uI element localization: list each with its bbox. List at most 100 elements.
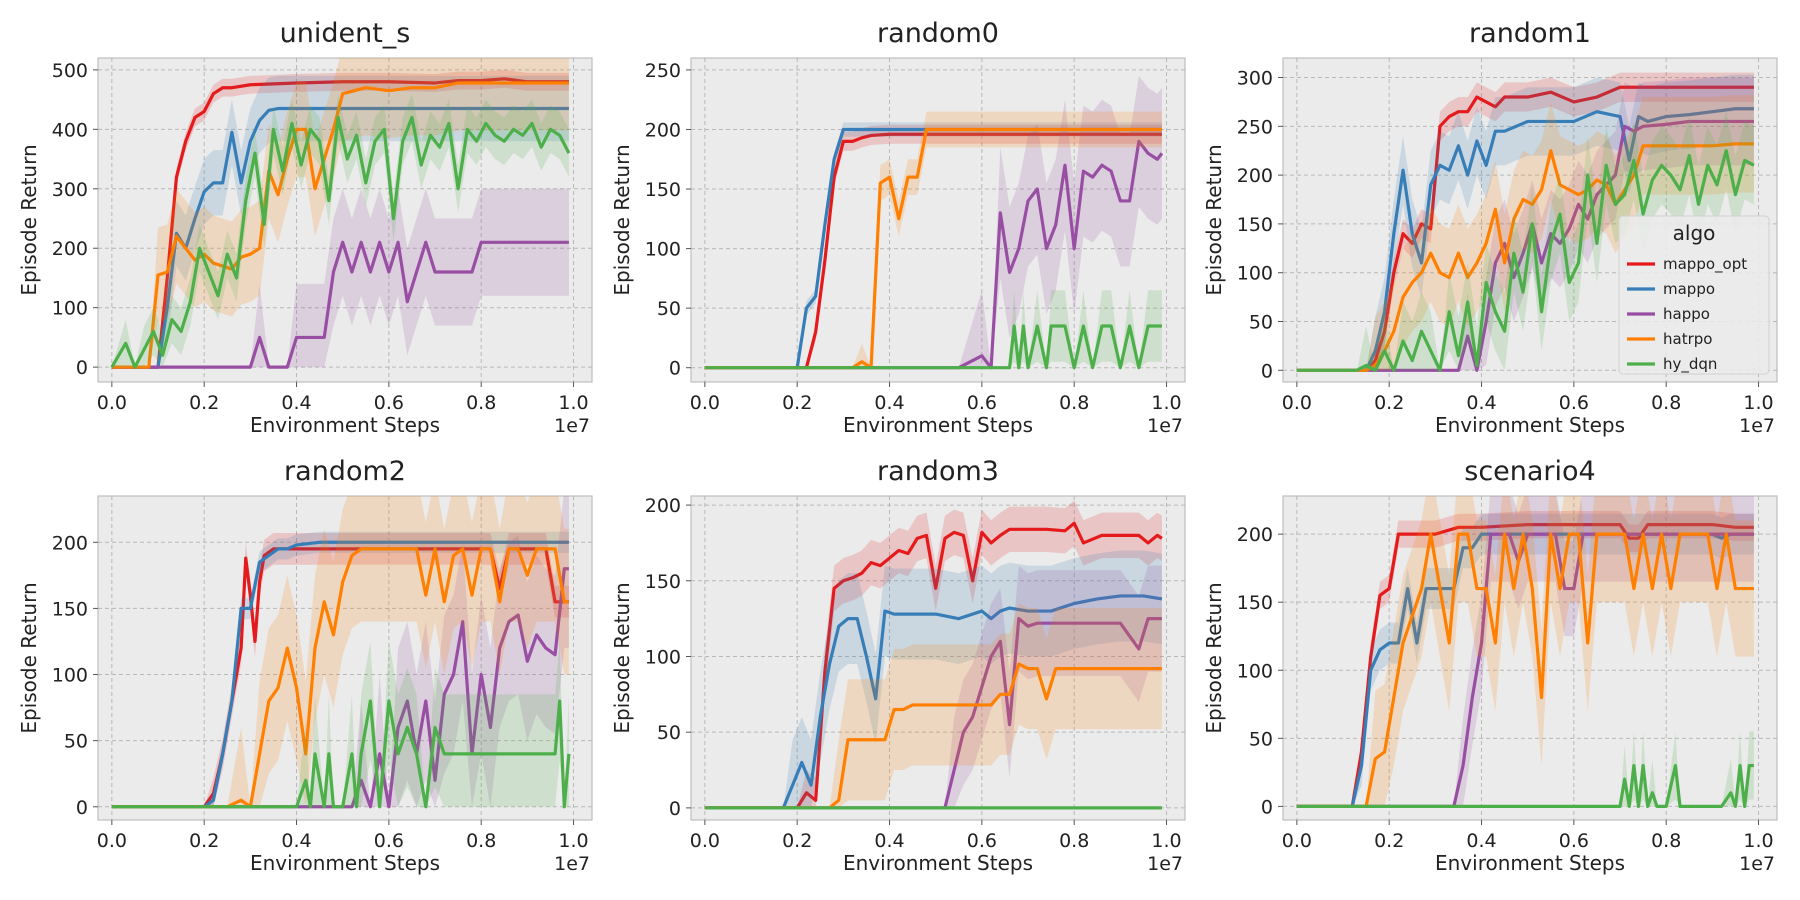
x-tick-label: 1.0 [1743, 830, 1773, 852]
confidence-band-hatrpo [1296, 496, 1754, 807]
x-tick-label: 0.4 [281, 392, 311, 414]
x-tick-label: 0.2 [189, 830, 219, 852]
subplot-title: random1 [1469, 18, 1591, 49]
series-group [704, 75, 1164, 370]
y-axis-label: Episode Return [610, 144, 634, 295]
x-axis-label: Environment Steps [843, 413, 1033, 437]
series-line-hatrpo [704, 662, 1162, 810]
legend-label-hatrpo: hatrpo [1663, 330, 1712, 348]
plot-area [1282, 495, 1778, 821]
subplot-random0: 0.0 0.2 0.4 0.6 0.8 1.0 0 50 100 150 200 250 random0… [610, 18, 1186, 437]
y-tick-label: 0 [76, 797, 88, 819]
y-axis-label: Episode Return [1202, 144, 1226, 295]
subplot-random3: 0.0 0.2 0.4 0.6 0.8 1.0 0 50 100 150 200 random3 Env… [610, 456, 1186, 875]
legend-label-hy_dqn: hy_dqn [1663, 355, 1717, 374]
series-line-hy_dqn [1296, 149, 1755, 372]
x-axis-label: Environment Steps [1435, 413, 1625, 437]
series-line-hatrpo [111, 547, 569, 809]
subplot-title: unident_s [280, 18, 411, 49]
x-tick-label: 0.4 [1466, 830, 1496, 852]
y-tick-label: 50 [1249, 728, 1273, 750]
confidence-band-mappo [1296, 74, 1754, 371]
y-tick-label: 250 [1237, 116, 1273, 138]
x-tick-label: 0.6 [1559, 392, 1589, 414]
series-line-happo [111, 567, 569, 809]
confidence-band-happo [1296, 77, 1754, 371]
x-axis-multiplier: 1e7 [554, 415, 590, 437]
y-tick-label: 150 [1237, 592, 1273, 614]
x-tick-label: 0.4 [281, 830, 311, 852]
y-tick-label: 100 [645, 239, 681, 261]
x-tick-label: 0.2 [1374, 830, 1404, 852]
series-line-mappo_opt [704, 132, 1162, 370]
x-tick-label: 0.0 [690, 830, 720, 852]
y-tick-label: 250 [645, 60, 681, 82]
y-tick-label: 300 [1237, 68, 1273, 90]
confidence-band-hatrpo [111, 496, 569, 807]
x-tick-label: 0.8 [1059, 830, 1089, 852]
y-tick-label: 200 [645, 495, 681, 517]
y-tick-label: 300 [52, 179, 88, 201]
x-tick-label: 0.6 [1559, 830, 1589, 852]
x-tick-label: 0.0 [690, 392, 720, 414]
series-line-happo [1296, 119, 1754, 372]
y-tick-label: 100 [1237, 660, 1273, 682]
y-tick-label: 50 [657, 298, 681, 320]
series-line-hy_dqn [111, 699, 571, 809]
subplot-title: random0 [877, 18, 999, 49]
x-tick-label: 0.4 [874, 830, 904, 852]
series-group [1296, 496, 1754, 808]
plot-area [690, 495, 1186, 821]
subplot-random2: 0.0 0.2 0.4 0.6 0.8 1.0 0 50 100 150 200 random2 Env… [17, 456, 593, 875]
series-line-mappo_opt [111, 77, 569, 369]
y-tick-label: 50 [64, 731, 88, 753]
y-tick-label: 500 [52, 60, 88, 82]
y-tick-label: 150 [645, 571, 681, 593]
y-tick-label: 100 [645, 646, 681, 668]
confidence-band-hatrpo [111, 58, 569, 368]
x-tick-label: 1.0 [558, 830, 588, 852]
x-axis-label: Environment Steps [250, 413, 440, 437]
series-line-hatrpo [704, 127, 1162, 370]
x-axis-multiplier: 1e7 [1147, 853, 1183, 875]
x-tick-label: 0.2 [1374, 392, 1404, 414]
x-tick-label: 0.6 [374, 392, 404, 414]
x-axis-label: Environment Steps [250, 851, 440, 875]
y-tick-label: 50 [1249, 311, 1273, 333]
subplot-scenario4: 0.0 0.2 0.4 0.6 0.8 1.0 0 50 100 150 200 scenario4 E… [1202, 456, 1778, 875]
y-axis-label: Episode Return [17, 144, 41, 295]
y-tick-label: 100 [52, 665, 88, 687]
y-tick-label: 50 [657, 722, 681, 744]
series-line-mappo [111, 540, 569, 809]
x-tick-label: 1.0 [1743, 392, 1773, 414]
subplot-title: random3 [877, 456, 999, 487]
series-line-mappo [1296, 107, 1754, 372]
y-tick-label: 200 [52, 532, 88, 554]
x-tick-label: 0.6 [967, 830, 997, 852]
x-tick-label: 0.6 [967, 392, 997, 414]
x-axis-multiplier: 1e7 [1147, 415, 1183, 437]
x-tick-label: 0.8 [1059, 392, 1089, 414]
series-line-hy_dqn [704, 324, 1162, 370]
y-tick-label: 400 [52, 119, 88, 141]
confidence-band-hatrpo [704, 111, 1162, 368]
series-line-hy_dqn [1296, 763, 1754, 808]
confidence-band-happo [111, 188, 569, 368]
x-tick-label: 1.0 [558, 392, 588, 414]
x-tick-label: 1.0 [1151, 830, 1181, 852]
series-group [111, 496, 571, 809]
x-tick-label: 0.8 [466, 392, 496, 414]
series-line-happo [111, 240, 569, 369]
series-line-happo [704, 139, 1164, 370]
x-axis-multiplier: 1e7 [554, 853, 590, 875]
series-line-hatrpo [1296, 532, 1754, 808]
x-tick-label: 1.0 [1151, 392, 1181, 414]
x-axis-label: Environment Steps [1435, 851, 1625, 875]
subplot-title: scenario4 [1464, 456, 1595, 487]
series-line-hy_dqn [110, 115, 571, 369]
x-tick-label: 0.2 [782, 392, 812, 414]
y-tick-label: 200 [1237, 524, 1273, 546]
series-group [110, 58, 571, 369]
x-tick-label: 0.2 [782, 830, 812, 852]
